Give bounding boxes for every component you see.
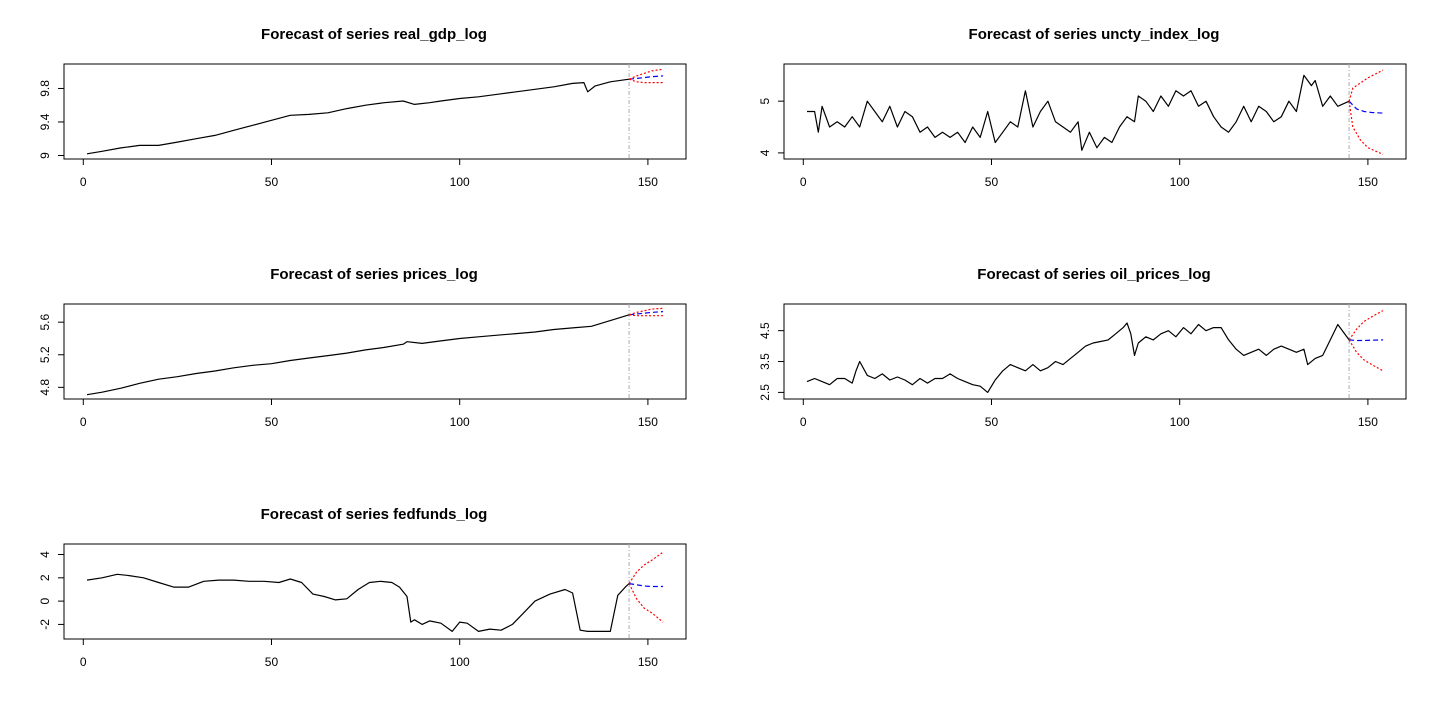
x-tick-label: 0 (80, 655, 87, 669)
y-tick-label: 4.8 (38, 379, 52, 396)
y-tick-label: 3.5 (758, 353, 772, 370)
chart-title: Forecast of series prices_log (270, 266, 478, 283)
chart-panel-prices-log: Forecast of series prices_log 0 50 100 150 4… (38, 266, 687, 429)
y-tick-label: 0 (38, 597, 52, 604)
x-tick-label: 0 (80, 175, 87, 189)
plot-frame (63, 543, 687, 640)
lower-series-line (1348, 101, 1384, 155)
y-tick-label: 9.4 (38, 113, 52, 130)
forecast-series-line (1348, 100, 1384, 114)
chart-panel-fedfunds-log: Forecast of series fedfunds_log 0 50 100 15… (38, 506, 687, 669)
x-tick-label: 0 (800, 175, 807, 189)
x-tick-label: 100 (450, 175, 470, 189)
y-tick-label: 2.5 (758, 384, 772, 401)
x-tick-label: 50 (985, 415, 999, 429)
x-tick-label: 150 (638, 655, 658, 669)
y-tick-label: 4 (38, 551, 52, 558)
lower-series-line (629, 314, 663, 317)
x-tick-label: 150 (1358, 415, 1378, 429)
x-tick-label: 150 (638, 175, 658, 189)
x-tick-label: 50 (265, 175, 279, 189)
x-tick-label: 100 (450, 655, 470, 669)
observed-series-line (86, 314, 630, 396)
y-tick-label: 5.6 (38, 314, 52, 331)
y-tick-label: -2 (38, 619, 52, 630)
x-tick-label: 50 (265, 655, 279, 669)
x-tick-label: 100 (450, 415, 470, 429)
x-tick-label: 50 (985, 175, 999, 189)
plot-frame (783, 63, 1407, 160)
lower-series-line (628, 583, 664, 623)
plot-frame (63, 303, 687, 400)
observed-series-line (86, 573, 630, 633)
y-tick-label: 5.2 (38, 346, 52, 363)
y-tick-label: 9.8 (38, 80, 52, 97)
upper-series-line (628, 307, 664, 316)
upper-series-line (628, 551, 664, 584)
upper-series-line (1348, 310, 1384, 341)
x-tick-label: 0 (800, 415, 807, 429)
y-tick-label: 9 (38, 152, 52, 159)
y-tick-label: 2 (38, 574, 52, 581)
x-tick-label: 150 (638, 415, 658, 429)
chart-title: Forecast of series oil_prices_log (977, 266, 1210, 283)
observed-series-line (86, 78, 630, 155)
chart-title: Forecast of series uncty_index_log (969, 26, 1220, 43)
observed-series-line (807, 74, 1350, 151)
chart-title: Forecast of series real_gdp_log (261, 26, 487, 43)
forecast-series-line (629, 311, 664, 316)
chart-panel-oil-prices-log: Forecast of series oil_prices_log 0 50 100… (758, 266, 1407, 429)
x-tick-label: 0 (80, 415, 87, 429)
plot-frame (783, 303, 1407, 400)
forecast-series-line (629, 583, 663, 588)
forecast-series-line (629, 75, 664, 80)
lower-series-line (1348, 339, 1384, 372)
x-tick-label: 100 (1170, 175, 1190, 189)
chart-panel-uncty-index-log: Forecast of series uncty_index_log 0 50 10… (758, 26, 1407, 189)
lower-series-line (628, 78, 663, 84)
y-tick-label: 5 (758, 97, 772, 104)
plot-frame (63, 63, 687, 160)
forecast-series-line (1349, 339, 1384, 342)
chart-title: Forecast of series fedfunds_log (261, 506, 488, 523)
chart-panel-real-gdp-log: Forecast of series real_gdp_log 0 50 100 15… (38, 26, 687, 189)
upper-series-line (1348, 69, 1384, 102)
x-tick-label: 50 (265, 415, 279, 429)
observed-series-line (806, 322, 1350, 393)
y-tick-label: 4 (758, 149, 772, 156)
x-tick-label: 150 (1358, 175, 1378, 189)
upper-series-line (628, 68, 664, 80)
y-tick-label: 4.5 (758, 322, 772, 339)
x-tick-label: 100 (1170, 415, 1190, 429)
